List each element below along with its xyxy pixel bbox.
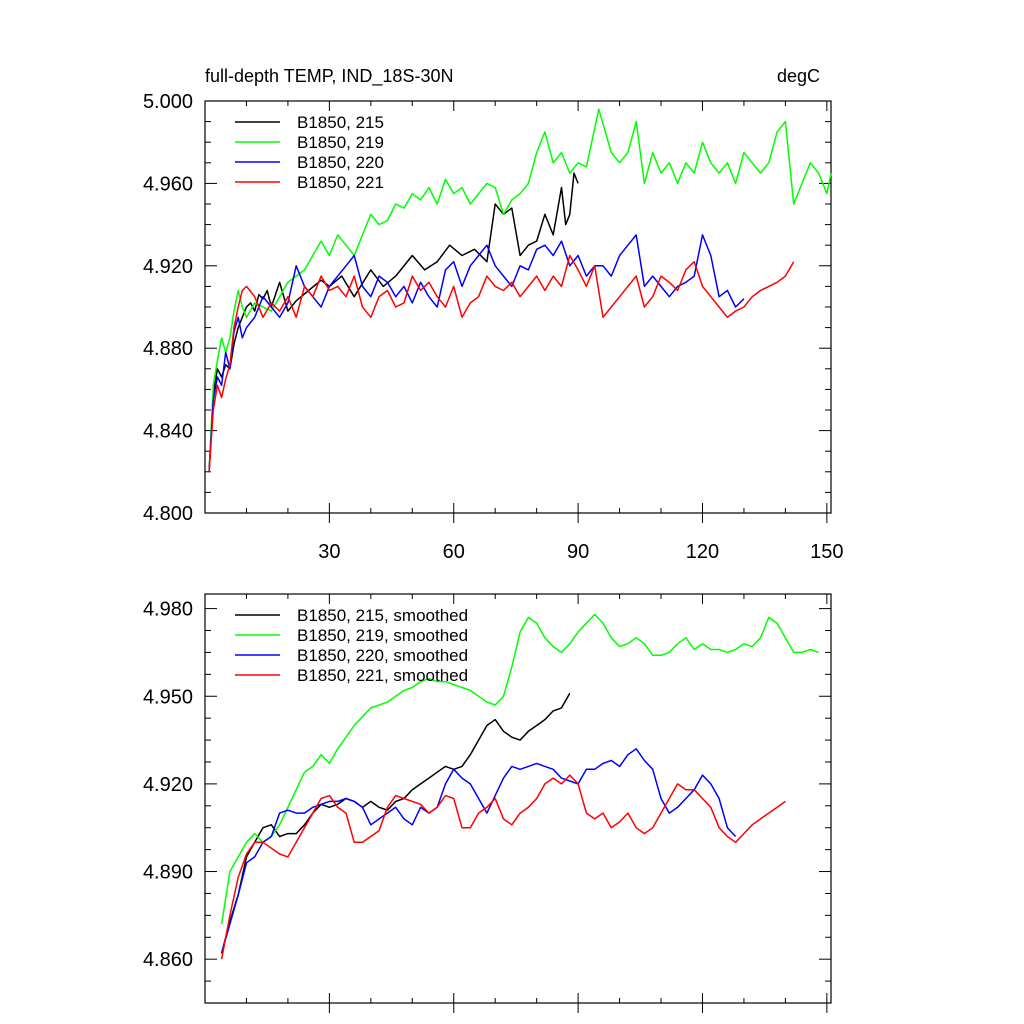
y-tick-label: 4.960 [143, 173, 193, 195]
series-line [208, 254, 795, 472]
legend-label: B1850, 221, smoothed [297, 666, 468, 685]
legend-label: B1850, 215 [297, 113, 384, 132]
legend-label: B1850, 219 [297, 133, 384, 152]
x-tick-label: 90 [567, 541, 589, 563]
units-label: degC [777, 66, 820, 86]
y-tick-label: 4.880 [143, 338, 193, 360]
y-tick-label: 4.920 [143, 256, 193, 278]
top-panel: 30 60 90 120 150 4.800 4.840 4.880 4.920 4.960 5.0… [143, 91, 844, 563]
bottom-panel: 4.860 4.890 4.920 4.950 4.980 B1850, 215, smo… [143, 593, 832, 1013]
y-tick-label: 4.920 [143, 774, 193, 796]
series-line [220, 774, 786, 960]
y-tick-label: 5.000 [143, 91, 193, 113]
legend-label: B1850, 215, smoothed [297, 606, 468, 625]
y-tick-label: 4.980 [143, 599, 193, 621]
chart-title: full-depth TEMP, IND_18S-30N [205, 66, 453, 87]
y-tick-label: 4.890 [143, 862, 193, 884]
legend-label: B1850, 221 [297, 173, 384, 192]
y-tick-label: 4.860 [143, 949, 193, 971]
series-line [208, 172, 579, 472]
legend-label: B1850, 220, smoothed [297, 646, 468, 665]
x-tick-label: 150 [810, 541, 843, 563]
legend-label: B1850, 219, smoothed [297, 626, 468, 645]
y-tick-label: 4.840 [143, 421, 193, 443]
series-line [220, 692, 571, 954]
legend-label: B1850, 220 [297, 153, 384, 172]
x-tick-label: 30 [318, 541, 340, 563]
x-tick-label: 60 [443, 541, 465, 563]
series-line [220, 748, 737, 954]
x-tick-label: 120 [686, 541, 719, 563]
plot-frame [204, 593, 832, 1004]
y-tick-label: 4.800 [143, 503, 193, 525]
series-line [220, 613, 819, 925]
y-tick-label: 4.950 [143, 686, 193, 708]
series-line [208, 234, 745, 472]
series-line [208, 108, 832, 472]
